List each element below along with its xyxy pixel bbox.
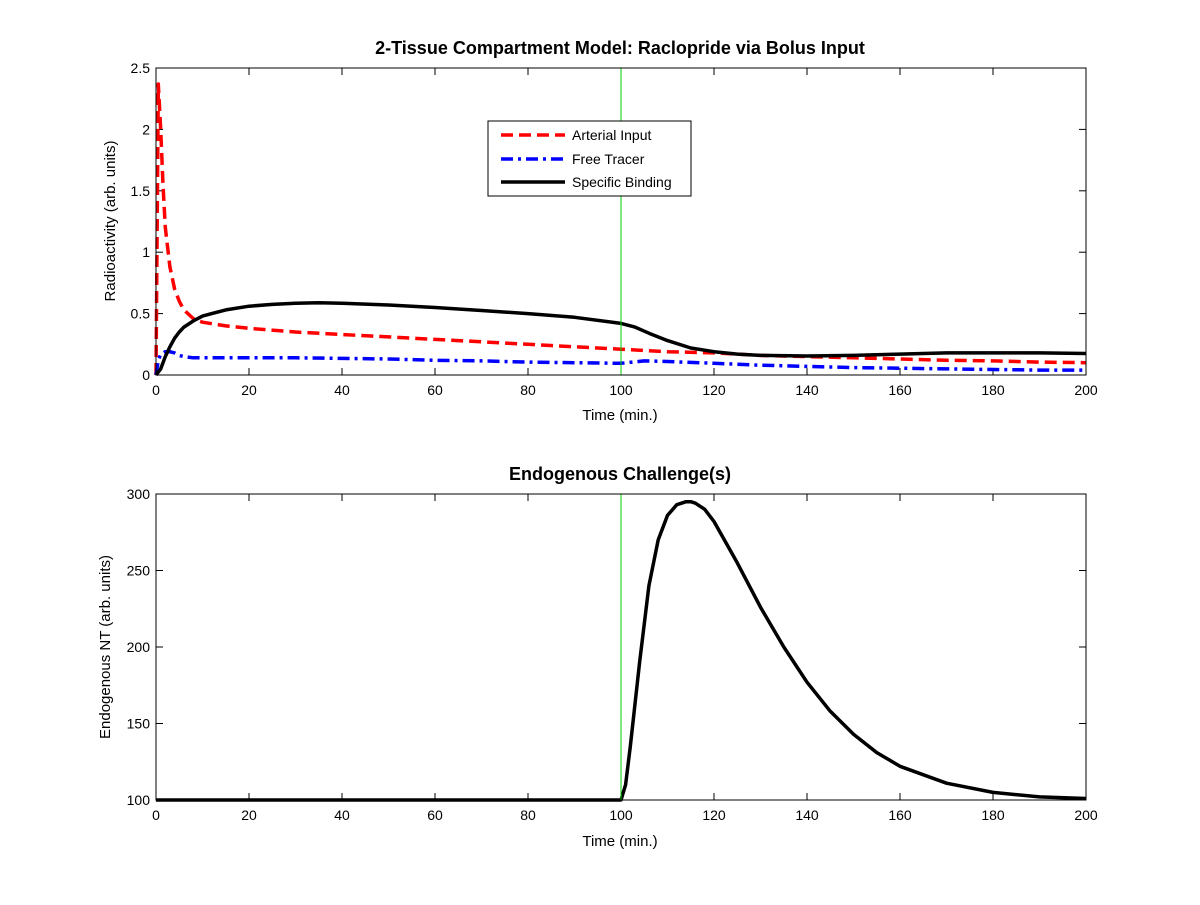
endogenous-ticks: 0 20 40 60 80 100 120 140 160 180 200 100 150 200 250 3… — [127, 486, 1098, 823]
x-tick-label: 60 — [427, 382, 443, 398]
x-tick-label: 160 — [888, 807, 912, 823]
x-tick-label: 140 — [795, 807, 819, 823]
y-tick-label: 150 — [127, 716, 151, 732]
endogenous-y-axis-label: Endogenous NT (arb. units) — [97, 555, 114, 739]
x-tick-label: 120 — [702, 382, 726, 398]
y-tick-label: 2.5 — [131, 60, 151, 76]
x-tick-label: 200 — [1074, 382, 1098, 398]
x-tick-label: 0 — [152, 382, 160, 398]
x-tick-label: 100 — [609, 382, 633, 398]
series-line-endogenous-nt — [156, 499, 1087, 802]
x-tick-label: 140 — [795, 382, 819, 398]
y-tick-label: 1.5 — [131, 183, 151, 199]
radioactivity-ticks: 0 20 40 60 80 100 120 140 160 180 200 0 0.5 1 1.5 2 2.5 — [131, 60, 1098, 398]
x-tick-label: 40 — [334, 382, 350, 398]
x-tick-label: 200 — [1074, 807, 1098, 823]
x-tick-label: 20 — [241, 382, 257, 398]
x-tick-label: 180 — [981, 807, 1005, 823]
endogenous-plot: Endogenous Challenge(s) Time (min.) Endo… — [97, 464, 1098, 850]
endogenous-series — [156, 499, 1087, 802]
x-tick-label: 60 — [427, 807, 443, 823]
radioactivity-axes-frame — [155, 67, 1087, 376]
legend-label-arterial-input: Arterial Input — [572, 127, 651, 143]
x-tick-label: 120 — [702, 807, 726, 823]
legend-label-specific-binding: Specific Binding — [572, 174, 672, 190]
radioactivity-plot-title: 2-Tissue Compartment Model: Raclopride v… — [375, 38, 865, 58]
series-line-free-tracer — [154, 349, 1086, 376]
endogenous-axes-frame — [155, 493, 1087, 801]
endogenous-x-axis-label: Time (min.) — [582, 833, 657, 850]
x-tick-label: 80 — [520, 807, 536, 823]
endogenous-plot-title: Endogenous Challenge(s) — [509, 464, 731, 484]
x-tick-label: 40 — [334, 807, 350, 823]
y-tick-label: 300 — [127, 486, 151, 502]
radioactivity-x-axis-label: Time (min.) — [582, 407, 657, 424]
x-tick-label: 20 — [241, 807, 257, 823]
x-tick-label: 100 — [609, 807, 633, 823]
radioactivity-series — [154, 82, 1087, 377]
y-tick-label: 1 — [142, 244, 150, 260]
radioactivity-plot: 2-Tissue Compartment Model: Raclopride v… — [102, 38, 1098, 424]
series-line-arterial-input — [154, 82, 1087, 376]
legend: Arterial Input Free Tracer Specific Bind… — [487, 120, 692, 197]
radioactivity-y-axis-label: Radioactivity (arb. units) — [102, 141, 119, 302]
y-tick-label: 200 — [127, 639, 151, 655]
legend-label-free-tracer: Free Tracer — [572, 151, 645, 167]
series-line-specific-binding — [154, 301, 1087, 377]
x-tick-label: 160 — [888, 382, 912, 398]
y-tick-label: 100 — [127, 792, 151, 808]
x-tick-label: 80 — [520, 382, 536, 398]
y-tick-label: 0.5 — [131, 306, 151, 322]
x-tick-label: 180 — [981, 382, 1005, 398]
y-tick-label: 0 — [142, 367, 150, 383]
y-tick-label: 250 — [127, 563, 151, 579]
y-tick-label: 2 — [142, 121, 150, 137]
x-tick-label: 0 — [152, 807, 160, 823]
